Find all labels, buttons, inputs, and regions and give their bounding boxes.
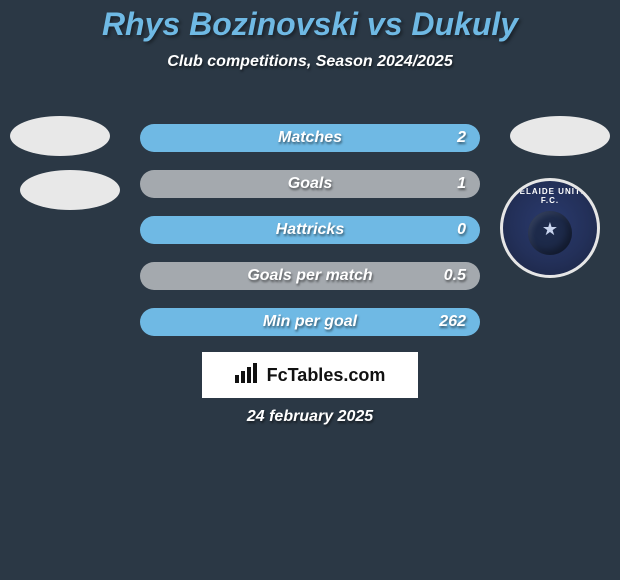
crest-star-icon: ★ — [542, 219, 558, 240]
branding-bars-icon — [235, 363, 261, 388]
stat-label: Matches — [278, 129, 342, 147]
player1-club-placeholder — [20, 170, 120, 210]
stat-label: Min per goal — [263, 313, 357, 331]
stat-label: Goals per match — [247, 267, 372, 285]
stat-value: 0.5 — [444, 267, 466, 285]
stat-label: Hattricks — [276, 221, 344, 239]
player2-avatar-placeholder — [510, 116, 610, 156]
stat-bar-goals: Goals 1 — [140, 170, 480, 198]
stat-value: 0 — [457, 221, 466, 239]
stat-value: 1 — [457, 175, 466, 193]
stat-bar-goals-per-match: Goals per match 0.5 — [140, 262, 480, 290]
stat-label: Goals — [288, 175, 332, 193]
stat-bar-hattricks: Hattricks 0 — [140, 216, 480, 244]
stat-bar-matches: Matches 2 — [140, 124, 480, 152]
stat-value: 262 — [439, 313, 466, 331]
stats-bars: Matches 2 Goals 1 Hattricks 0 Goals per … — [140, 124, 480, 354]
date-text: 24 february 2025 — [0, 408, 620, 426]
branding-badge: FcTables.com — [202, 352, 418, 398]
branding-text: FcTables.com — [267, 365, 386, 386]
stat-bar-min-per-goal: Min per goal 262 — [140, 308, 480, 336]
page-title: Rhys Bozinovski vs Dukuly — [0, 0, 620, 43]
player1-avatar-placeholder — [10, 116, 110, 156]
crest-text: ADELAIDE UNITED F.C. — [503, 187, 597, 205]
stat-value: 2 — [457, 129, 466, 147]
player2-club-crest: ADELAIDE UNITED F.C. ★ — [500, 178, 600, 278]
subtitle: Club competitions, Season 2024/2025 — [0, 53, 620, 71]
